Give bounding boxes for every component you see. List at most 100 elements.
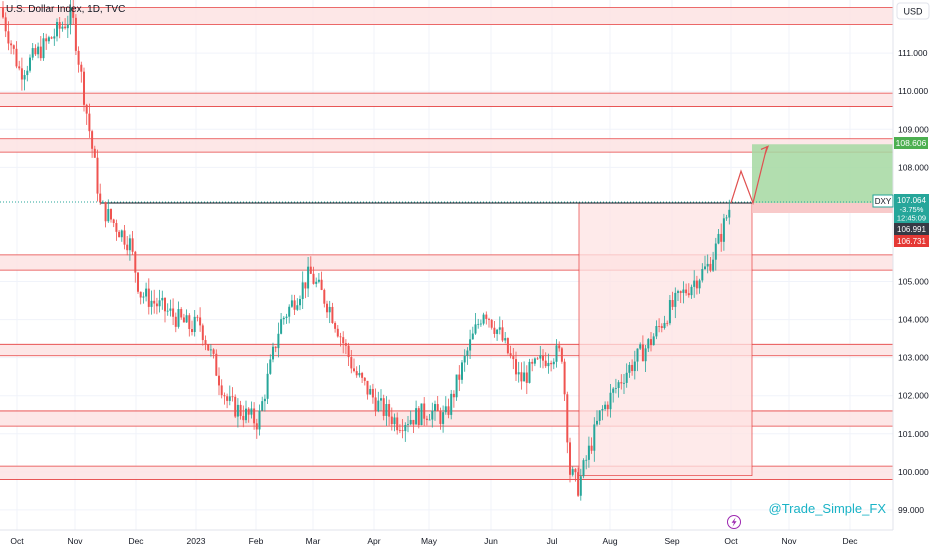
candle-body: [218, 375, 220, 386]
x-tick-label: Nov: [781, 536, 797, 546]
candle-body: [226, 396, 229, 401]
candle-body: [401, 430, 404, 432]
candle-body: [477, 323, 480, 325]
candle-body: [377, 400, 380, 412]
candle-body: [247, 408, 250, 415]
candle-body: [614, 387, 617, 389]
candle-body: [582, 460, 585, 477]
candle-body: [466, 350, 469, 356]
candle-body: [56, 22, 58, 37]
candle-body: [37, 46, 40, 55]
candle-body: [471, 333, 474, 340]
x-tick-label: Oct: [10, 536, 24, 546]
time-axis[interactable]: Oct Nov Dec 2023 Feb Mar Apr May Jun Jul Aug Sep Oct…: [10, 536, 858, 546]
candle-body: [558, 345, 561, 349]
candle-body: [617, 382, 620, 388]
candle-body: [164, 297, 166, 312]
candle-body: [563, 361, 566, 395]
candle-body: [274, 346, 277, 349]
candle-body: [728, 209, 731, 218]
candle-body: [10, 43, 13, 46]
candle-body: [655, 325, 658, 337]
currency-button[interactable]: USD: [896, 2, 930, 20]
candle-body: [520, 372, 523, 382]
candle-body: [396, 417, 399, 431]
candle-body: [31, 48, 34, 58]
candle-body: [155, 303, 158, 307]
x-tick-label: Jun: [484, 536, 498, 546]
candle-body: [361, 373, 364, 378]
candle-body: [112, 219, 115, 224]
candle-body: [61, 26, 64, 29]
candle-body: [99, 193, 102, 203]
candle-body: [34, 48, 37, 55]
candle-body: [633, 361, 636, 372]
candle-body: [223, 395, 226, 397]
price-axis[interactable]: 111.000 110.000 109.000 108.000 105.000 104.0…: [898, 48, 929, 515]
candle-body: [309, 266, 312, 274]
x-tick-label: Apr: [367, 536, 380, 546]
time-axis-background: [0, 530, 932, 550]
candle-body: [574, 469, 577, 473]
candle-body: [147, 288, 150, 307]
candle-body: [498, 327, 501, 330]
candle-body: [196, 316, 199, 318]
candle-body: [104, 202, 107, 222]
candle-body: [315, 281, 318, 284]
candle-body: [463, 355, 466, 363]
candle-body: [331, 306, 334, 323]
candle-body: [172, 308, 175, 317]
candle-body: [474, 324, 477, 334]
candle-body: [628, 364, 631, 373]
candle-body: [431, 410, 434, 420]
candle-body: [280, 319, 283, 334]
x-tick-label: Nov: [67, 536, 83, 546]
candle-body: [320, 279, 323, 290]
candle-body: [263, 398, 266, 402]
candle-body: [64, 26, 67, 29]
candle-body: [353, 368, 355, 372]
candle-body: [139, 291, 142, 298]
candle-body: [604, 404, 607, 410]
rally-box: [578, 202, 753, 476]
candle-body: [85, 104, 88, 114]
candle-body: [266, 373, 269, 399]
candle-body: [317, 279, 320, 282]
candle-body: [236, 404, 239, 417]
candle-body: [293, 300, 296, 310]
candle-body: [107, 208, 110, 222]
candle-body: [687, 293, 690, 296]
candle-body: [485, 314, 488, 319]
candle-body: [601, 409, 604, 411]
candle-body: [39, 46, 42, 59]
x-tick-label: 2023: [187, 536, 206, 546]
candle-body: [366, 380, 369, 395]
candle-body: [47, 37, 50, 42]
candle-body: [26, 70, 29, 76]
candle-body: [382, 398, 385, 416]
candle-body: [307, 266, 310, 289]
lightning-icon[interactable]: [727, 515, 741, 529]
candle-body: [301, 282, 304, 300]
candle-body: [91, 131, 94, 149]
candle-body: [347, 345, 350, 358]
candle-body: [461, 362, 463, 380]
candle-body: [123, 230, 126, 245]
candle-body: [80, 64, 83, 72]
candle-body: [709, 263, 712, 271]
candle-body: [420, 403, 423, 425]
candle-body: [69, 6, 72, 25]
candle-body: [282, 317, 285, 320]
projection-boxes: [578, 144, 893, 476]
candle-body: [126, 244, 129, 251]
y-tick-label: 109.000: [898, 124, 929, 134]
candle-body: [342, 337, 345, 344]
target-price-label: 108.606: [894, 137, 928, 149]
svg-text:DXY: DXY: [875, 197, 892, 206]
candle-body: [671, 300, 674, 307]
candle-body: [706, 263, 709, 267]
candle-body: [585, 459, 588, 461]
symbol-tag: DXY: [872, 194, 894, 208]
candle-body: [636, 348, 639, 362]
